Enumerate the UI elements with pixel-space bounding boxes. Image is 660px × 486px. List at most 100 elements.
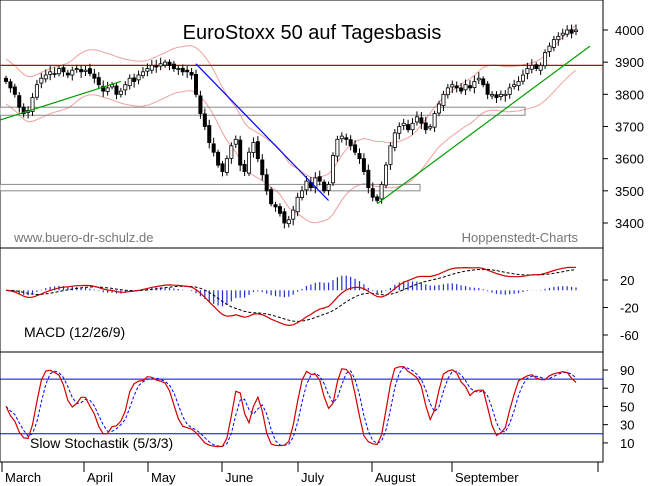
trendline-downtrend — [195, 63, 329, 201]
candle-body — [423, 122, 428, 131]
candle-body — [224, 158, 229, 173]
candle-body — [207, 125, 212, 143]
candle-body — [538, 64, 543, 71]
candle-body — [96, 77, 101, 86]
candle-body — [304, 180, 309, 191]
stoch-tick-label: 50 — [620, 399, 634, 414]
candle-body — [498, 93, 503, 97]
candle-body — [490, 93, 495, 97]
candle-body — [247, 151, 252, 174]
watermark-right: Hoppenstedt-Charts — [462, 230, 579, 245]
stoch-tick-label: 70 — [620, 381, 634, 396]
price-tick-label: 3800 — [615, 87, 644, 102]
candle-body — [251, 142, 256, 153]
price-tick-label: 3600 — [615, 152, 644, 167]
stochastic-label: Slow Stochastik (5/3/3) — [30, 435, 173, 451]
watermark-left: www.buero-dr-schulz.de — [13, 230, 153, 245]
candle-body — [472, 81, 477, 88]
stoch-tick-label: 30 — [620, 418, 634, 433]
trendline-uptrend-1 — [0, 80, 122, 121]
candle-body — [264, 174, 269, 192]
candle-body — [467, 85, 472, 89]
candle-body — [118, 90, 123, 95]
chart-title: EuroStoxx 50 auf Tagesbasis — [183, 22, 442, 44]
candle-body — [17, 95, 22, 108]
stoch-tick-label: 10 — [620, 436, 634, 451]
candle-body — [547, 45, 552, 52]
candle-body — [516, 81, 521, 87]
price-tick-label: 3700 — [615, 120, 644, 135]
candle-body — [140, 71, 145, 77]
candle-body — [220, 163, 225, 172]
price-candles — [4, 24, 579, 229]
candle-body — [70, 69, 75, 76]
candle-body — [370, 188, 375, 198]
price-axis: 3400 3500 3600 3700 3800 3900 4000 — [603, 23, 644, 231]
candle-body — [339, 135, 344, 140]
candle-body — [145, 68, 150, 72]
candle-body — [494, 94, 499, 98]
candle-body — [123, 84, 128, 91]
candle-body — [101, 85, 106, 92]
month-label: August — [375, 470, 416, 485]
candle-body — [445, 87, 450, 96]
macd-signal-line — [5, 268, 577, 322]
candle-body — [432, 113, 437, 128]
candle-body — [34, 84, 39, 98]
trendline-uptrend-2 — [376, 45, 591, 205]
candle-body — [149, 64, 154, 71]
macd-tick-label: -20 — [620, 301, 639, 316]
candle-body — [39, 77, 44, 84]
candle-body — [375, 196, 380, 201]
candle-body — [459, 87, 464, 92]
candle-body — [171, 63, 176, 69]
month-label: July — [301, 470, 325, 485]
candle-body — [185, 69, 190, 73]
candle-body — [348, 139, 353, 147]
candle-body — [300, 190, 305, 198]
support-zones — [0, 64, 603, 192]
candle-body — [180, 67, 185, 73]
support-zone — [0, 183, 421, 192]
candle-body — [512, 84, 517, 88]
candle-body — [534, 64, 539, 69]
stoch-tick-label: 90 — [620, 363, 634, 378]
macd-label: MACD (12/26/9) — [24, 324, 125, 340]
candle-body — [397, 126, 402, 134]
candle-body — [525, 68, 530, 74]
candle-body — [30, 97, 35, 112]
candle-body — [255, 141, 260, 160]
candle-body — [481, 78, 486, 86]
candle-body — [485, 83, 490, 95]
candle-body — [176, 68, 181, 70]
candle-body — [450, 84, 455, 88]
candle-body — [410, 122, 415, 131]
candle-body — [419, 117, 424, 124]
candle-body — [202, 113, 207, 127]
candle-body — [414, 116, 419, 123]
candle-body — [437, 103, 442, 114]
candle-body — [379, 183, 384, 200]
candle-body — [361, 158, 366, 172]
candle-body — [83, 69, 88, 72]
candle-body — [21, 106, 26, 115]
macd-tick-label: -60 — [620, 328, 639, 343]
candle-body — [335, 138, 340, 157]
stoch-d-line — [5, 366, 577, 447]
candle-body — [57, 68, 62, 75]
bollinger-bands — [5, 24, 577, 224]
candle-body — [357, 153, 362, 160]
macd-plot — [5, 266, 577, 327]
candle-body — [330, 155, 335, 184]
candle-body — [286, 219, 291, 225]
price-tick-label: 3400 — [615, 216, 644, 231]
macd-line — [5, 266, 577, 327]
candle-body — [233, 138, 238, 145]
candle-body — [189, 72, 194, 76]
candle-body — [401, 122, 406, 126]
candle-body — [560, 32, 565, 36]
stoch-k-line — [5, 365, 577, 448]
candle-body — [569, 29, 574, 34]
candle-body — [476, 77, 481, 81]
